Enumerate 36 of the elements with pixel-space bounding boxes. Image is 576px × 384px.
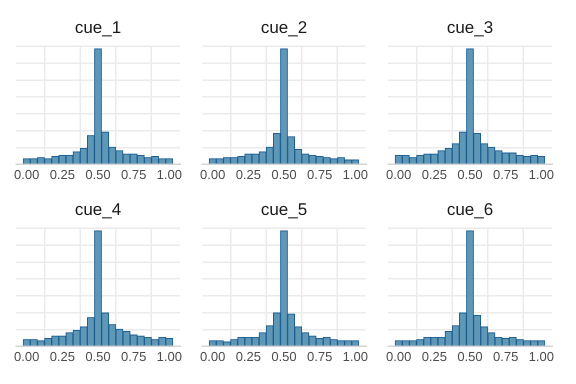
- x-tick-label: 0.00: [386, 348, 412, 364]
- x-tick-label: 1.00: [342, 166, 368, 182]
- x-tick-label: 0.75: [492, 348, 518, 364]
- x-tick-label: 0.50: [457, 348, 483, 364]
- chart-title: cue_5: [260, 200, 308, 219]
- x-tick-label: 0.75: [120, 348, 146, 364]
- x-tick-label: 0.25: [422, 166, 448, 182]
- x-tick-label: 0.50: [271, 166, 297, 182]
- x-tick-label: 0.00: [14, 348, 40, 364]
- x-tick-label: 0.25: [50, 348, 76, 364]
- x-tick-label: 1.00: [156, 348, 182, 364]
- x-tick-label: 0.25: [50, 166, 76, 182]
- x-tick-label: 0.25: [236, 348, 262, 364]
- x-tick-label: 0.50: [271, 348, 297, 364]
- x-tick-label: 0.75: [492, 166, 518, 182]
- x-tick-label: 0.50: [85, 348, 111, 364]
- chart-title: cue_3: [446, 18, 494, 37]
- x-tick-label: 0.00: [200, 166, 226, 182]
- x-tick-label: 0.00: [200, 348, 226, 364]
- x-tick-label: 0.25: [422, 348, 448, 364]
- chart-title: cue_6: [446, 200, 494, 219]
- chart-title: cue_2: [260, 18, 308, 37]
- chart-title: cue_1: [74, 18, 122, 37]
- x-tick-label: 0.00: [386, 166, 412, 182]
- x-tick-label: 0.75: [120, 166, 146, 182]
- x-tick-label: 0.50: [85, 166, 111, 182]
- x-tick-label: 0.75: [306, 166, 332, 182]
- x-tick-label: 1.00: [342, 348, 368, 364]
- x-tick-label: 0.75: [306, 348, 332, 364]
- x-tick-label: 0.50: [457, 166, 483, 182]
- x-tick-label: 0.00: [14, 166, 40, 182]
- x-tick-label: 1.00: [156, 166, 182, 182]
- x-tick-label: 0.25: [236, 166, 262, 182]
- chart-title: cue_4: [74, 200, 122, 219]
- x-tick-label: 1.00: [528, 348, 554, 364]
- x-tick-label: 1.00: [528, 166, 554, 182]
